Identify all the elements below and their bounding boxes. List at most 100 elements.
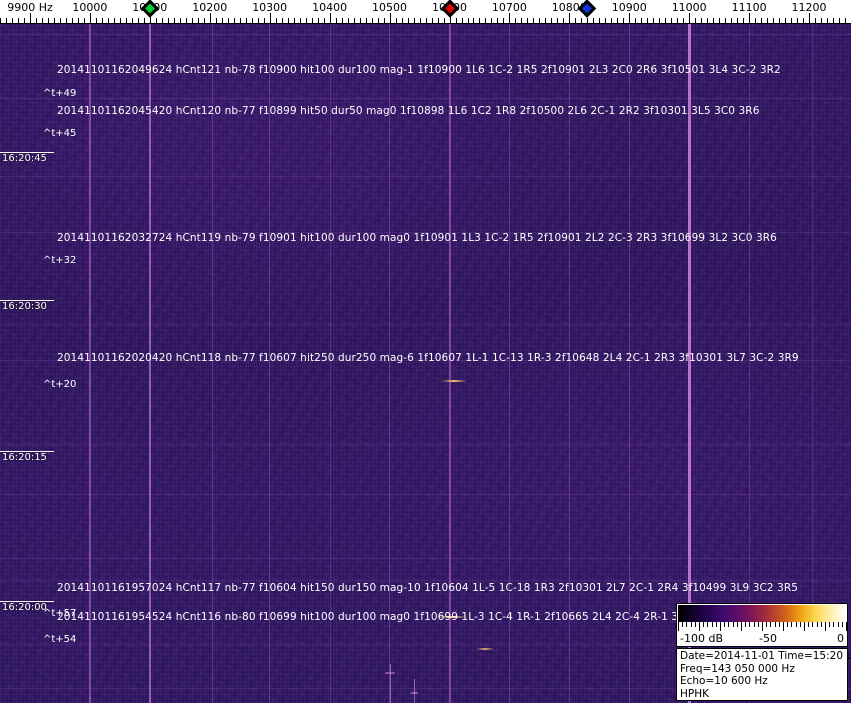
freq-tick-minor [359,18,361,24]
time-tick [0,152,54,153]
colorbar-tick [686,622,688,627]
colorbar-tick [837,622,839,627]
freq-tick-minor [665,18,667,24]
time-label: 16:20:00 [2,602,47,613]
freq-tick-minor [383,18,385,24]
colorbar-tick [766,622,768,627]
freq-tick-minor [647,18,649,24]
freq-tick-minor [101,18,103,24]
freq-tick-minor [6,18,7,24]
freq-tick-minor [599,18,601,24]
freq-tick-minor [365,18,367,24]
freq-tick-minor [605,18,607,24]
freq-tick-minor [179,18,181,24]
freq-label: 10500 [372,1,407,14]
colorbar-max-label: 0 [837,632,844,645]
frequency-axis[interactable]: 9900 Hz100001010010200103001040010500106… [0,0,851,24]
freq-tick-minor [455,18,457,24]
freq-tick-minor [77,18,79,24]
freq-tick-major [449,13,451,24]
freq-tick-minor [347,18,349,24]
freq-tick-major [749,13,751,24]
freq-tick-minor [827,18,828,24]
time-label: 16:20:45 [2,153,47,164]
freq-tick-minor [419,18,421,24]
freq-tick-minor [317,18,319,24]
freq-tick-minor [503,18,505,24]
event-hcnt117: 20141101161957024 hCnt117 nb-77 f10604 h… [57,582,799,594]
echo-trail [389,664,391,703]
event-hcnt120: 20141101162045420 hCnt120 nb-77 f10899 h… [57,105,760,117]
colorbar-tick [833,622,835,627]
freq-tick-minor [461,18,463,24]
freq-tick-minor [18,18,19,24]
freq-tick-minor [263,18,265,24]
freq-tick-minor [437,18,439,24]
freq-tick-minor [107,18,109,24]
info-station: HPHK [680,687,710,700]
info-date-time: Date=2014-11-01 Time=15:20 UTC [680,650,851,662]
freq-tick-minor [677,18,679,24]
freq-label: 11200 [791,1,827,14]
freq-tick-minor [641,18,643,24]
time-label: 16:20:15 [2,452,47,463]
freq-label: 10700 [491,1,527,14]
freq-tick-minor [395,18,397,24]
event-hcnt119: 20141101162032724 hCnt119 nb-79 f10901 h… [57,232,777,244]
freq-tick-minor [761,18,763,24]
carrier-line [748,24,750,703]
freq-tick-minor [833,18,834,24]
freq-label: 10300 [252,1,288,14]
colorbar-tick [770,622,772,627]
freq-tick-minor [47,18,49,24]
freq-tick-minor [815,18,816,24]
freq-tick-minor [59,18,61,24]
freq-label: 10900 [611,1,647,14]
colorbar-tick [690,622,692,627]
colorbar-min-label: -100 dB [680,632,723,645]
time-band [0,98,851,99]
freq-tick-minor [233,18,235,24]
meteor-echo-streak [440,380,467,382]
time-axis: 16:20:45 16:20:30 16:20:15 16:20:00 [0,48,56,703]
time-band [0,580,851,581]
colorbar-tick [783,622,784,631]
colorbar-tick [745,622,747,627]
freq-tick-minor [155,18,157,24]
carrier-line [212,24,214,703]
freq-tick-minor [425,18,427,24]
freq-tick-minor [305,18,307,24]
carrier-line [811,24,813,703]
time-band [0,558,851,559]
freq-tick-minor [653,18,655,24]
meteor-echo-streak [436,616,467,618]
freq-tick-minor [737,18,739,24]
freq-tick-major [149,13,151,24]
time-band [0,176,851,177]
time-band [0,360,851,361]
freq-tick-minor [743,18,745,24]
colorbar-tick [703,622,705,627]
freq-tick-major [209,13,211,24]
spectrogram-canvas[interactable]: 16:20:45 16:20:30 16:20:15 16:20:00 2014110… [0,24,851,703]
freq-tick-minor [701,18,703,24]
colorbar-tick [753,622,755,627]
event-time-marker: ^t+49 [43,88,77,99]
freq-tick-minor [42,18,43,24]
event-time-marker: ^t+57 [43,608,77,619]
freq-tick-minor [533,18,535,24]
freq-tick-minor [407,18,409,24]
freq-tick-minor [401,18,403,24]
event-time-marker: ^t+54 [43,634,77,645]
meteor-echo-streak [476,648,495,650]
colorbar-tick [736,622,738,627]
carrier-line [330,24,332,703]
event-hcnt121: 20141101162049624 hCnt121 nb-78 f10900 h… [57,64,781,76]
freq-label: 11100 [731,1,767,14]
event-time-marker: ^t+45 [43,128,77,139]
colorbar-tick [778,622,780,627]
freq-tick-minor [83,18,85,24]
freq-tick-minor [839,18,840,24]
colorbar-tick [762,622,763,631]
echo-trail [413,679,415,703]
